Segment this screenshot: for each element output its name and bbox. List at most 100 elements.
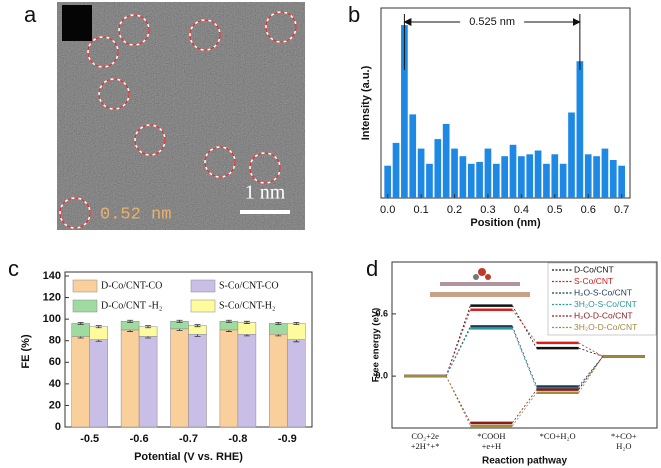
- bar: [476, 161, 483, 198]
- connector: [512, 389, 537, 424]
- legend-swatch: [190, 299, 216, 313]
- x-axis-label: Position (nm): [470, 217, 541, 229]
- bar: [451, 148, 458, 198]
- x-tick-label: 0.3: [480, 204, 495, 216]
- bar-segment: [89, 339, 108, 428]
- bar: [593, 156, 600, 198]
- x-tick-label: 0.5: [547, 204, 562, 216]
- x-tick-label: 0.1: [413, 204, 428, 216]
- atom-marker: [204, 146, 236, 178]
- plot-frame: [391, 261, 658, 429]
- bar-segment: [237, 333, 257, 428]
- bar: [434, 139, 442, 198]
- x-tick-label: 0.4: [514, 204, 529, 216]
- error-bar: [275, 321, 282, 325]
- connector: [512, 326, 537, 387]
- bar-segment: [71, 323, 90, 337]
- bar-segment: [89, 326, 108, 340]
- x-tick-label: 0.6: [581, 204, 596, 216]
- legend-label: H₂O-D-Co/CNT: [574, 310, 633, 320]
- bar: [601, 148, 609, 198]
- molecule-layer: [430, 292, 530, 297]
- bar: [501, 156, 509, 198]
- bar-segment: [120, 329, 140, 428]
- legend-swatch: [72, 279, 98, 293]
- bar: [384, 165, 392, 198]
- error-bar: [243, 320, 250, 324]
- y-axis-label: FE (%): [20, 334, 32, 369]
- bar: [492, 163, 500, 198]
- legend-label: S-Co/CNT-H₂: [219, 300, 275, 311]
- micrograph: 1 nm 0.52 nm: [57, 2, 305, 230]
- legend-frame: [547, 262, 657, 336]
- atom-marker: [134, 124, 166, 156]
- legend-label: H₂O-S-Co/CNT: [574, 287, 632, 297]
- atom-marker: [98, 78, 130, 110]
- bar: [609, 160, 617, 198]
- bar: [618, 165, 625, 198]
- x-tick-label: CO₂+2e: [411, 431, 439, 441]
- distance-label: 0.52 nm: [100, 205, 171, 224]
- x-tick-label: *+CO+: [611, 431, 637, 441]
- legend-label: D-Co/CNT-CO: [101, 280, 162, 291]
- atom-markers: [59, 11, 297, 229]
- atom-marker: [249, 152, 281, 184]
- connector: [512, 392, 537, 427]
- bar: [467, 163, 475, 198]
- connector: [512, 309, 537, 344]
- legend-label: S-Co/CNT: [574, 276, 613, 286]
- connector: [512, 328, 537, 389]
- micrograph-texture: [57, 2, 305, 230]
- bar-segment: [188, 333, 207, 428]
- atom-marker: [87, 36, 119, 68]
- x-axis-label: Reaction pathway: [482, 456, 567, 467]
- connector: [445, 328, 471, 377]
- error-bar: [225, 319, 232, 323]
- legend-label: 3H₂O-D-Co/CNT: [574, 322, 637, 332]
- legend-swatch: [72, 299, 98, 313]
- x-tick-label: -0.8: [228, 433, 247, 445]
- y-tick-label: 120: [43, 291, 61, 303]
- legend-label: S-Co/CNT-CO: [219, 280, 279, 291]
- error-bar: [95, 325, 102, 329]
- bar-segment: [269, 333, 288, 428]
- y-tick-label: 80: [49, 335, 61, 347]
- connector: [445, 309, 471, 377]
- x-tick-label: -0.6: [130, 433, 149, 445]
- x-tick-label: -0.7: [179, 433, 198, 445]
- y-tick-label: 40: [49, 378, 61, 390]
- bar-segment: [237, 322, 257, 335]
- bar: [426, 163, 433, 198]
- y-tick-label: 60: [49, 356, 61, 368]
- bar: [518, 156, 525, 198]
- error-bar: [145, 325, 152, 329]
- x-tick-label: *COOH: [477, 431, 505, 441]
- bar: [551, 154, 559, 198]
- bar-segment: [138, 336, 158, 428]
- y-axis-label: Free energy (eV): [371, 308, 382, 382]
- connector: [578, 356, 604, 390]
- legend-swatch: [190, 279, 216, 293]
- bar: [534, 150, 542, 198]
- y-axis-label: Intensity (a.u.): [360, 65, 372, 140]
- x-tick-label: 0.0: [380, 204, 395, 216]
- bar: [568, 112, 575, 198]
- connector: [445, 375, 471, 423]
- y-tick-label: 0: [55, 421, 61, 433]
- error-bar: [77, 321, 84, 325]
- panel-label: b: [348, 2, 360, 27]
- atom-marker: [118, 14, 150, 46]
- connector: [445, 375, 471, 427]
- error-bar: [127, 319, 134, 323]
- bar: [442, 123, 450, 198]
- bar: [509, 144, 517, 198]
- x-axis-label: Potential (V vs. RHE): [134, 451, 243, 463]
- panel-label: c: [8, 256, 19, 281]
- bar: [459, 156, 467, 198]
- bar: [526, 154, 534, 198]
- error-bar: [194, 324, 201, 328]
- panel-label: a: [24, 2, 37, 27]
- atom-marker: [189, 19, 221, 51]
- x-tick-label: 0.2: [447, 204, 462, 216]
